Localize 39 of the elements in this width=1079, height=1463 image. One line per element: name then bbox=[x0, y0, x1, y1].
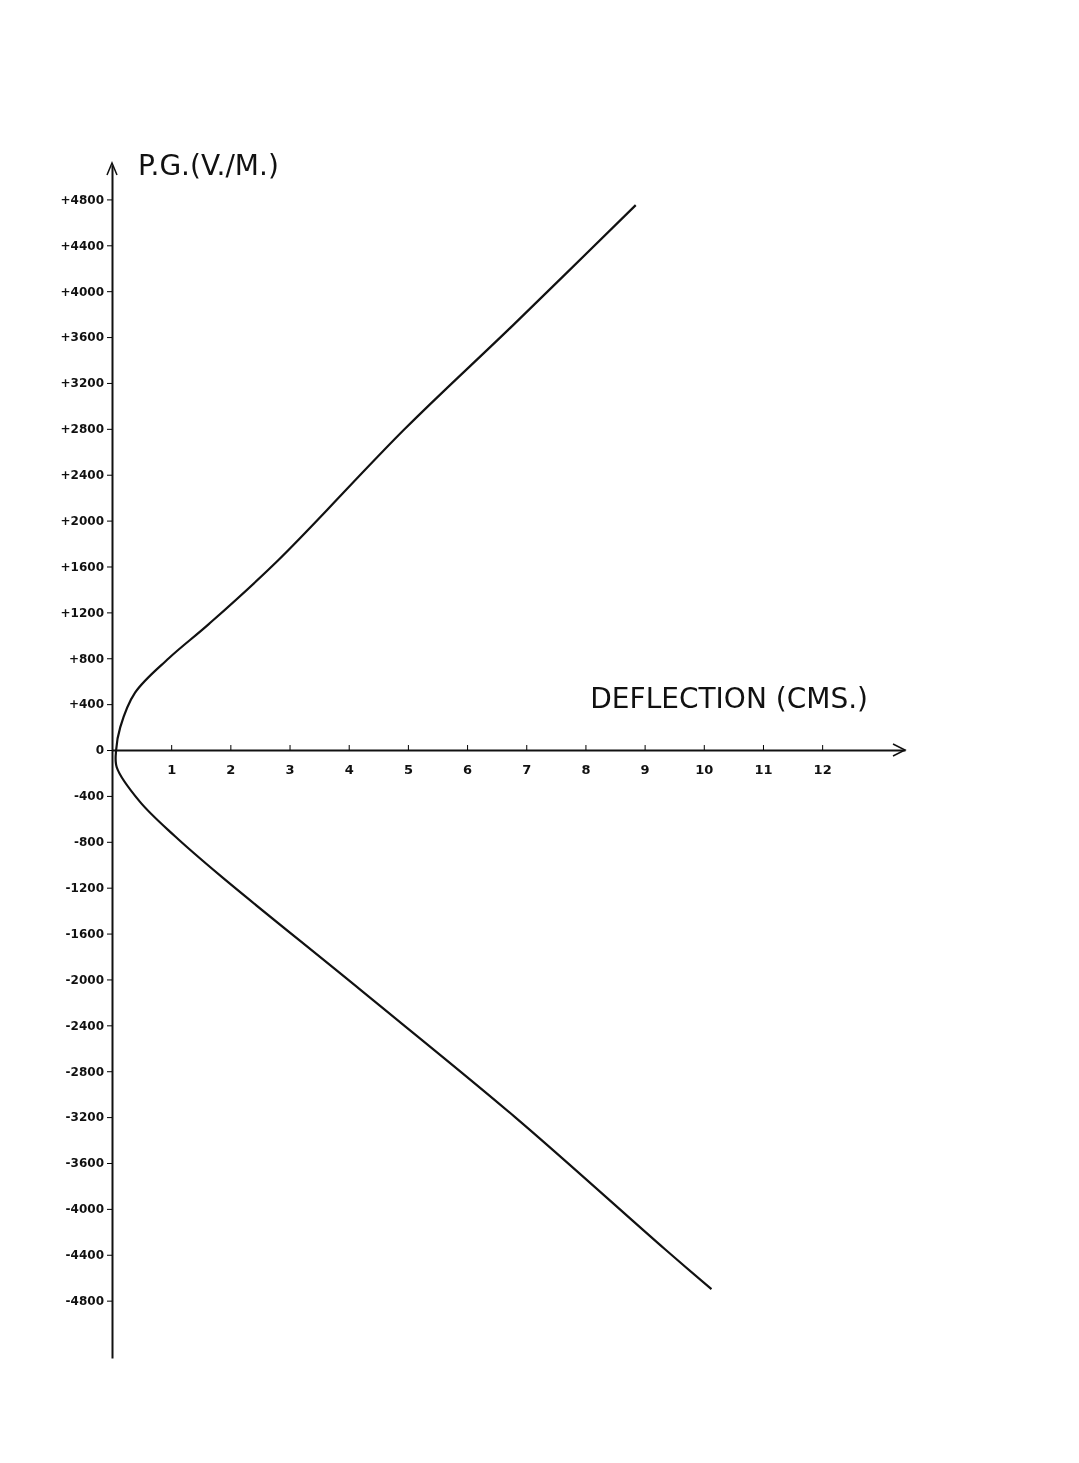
y-tick-label: 0 bbox=[95, 743, 104, 758]
y-tick-label: -4800 bbox=[65, 1293, 104, 1308]
x-tick-label: 7 bbox=[522, 761, 532, 777]
y-tick-label: +3200 bbox=[60, 376, 104, 391]
y-tick-label: -3200 bbox=[65, 1110, 104, 1125]
y-tick-label: +4400 bbox=[60, 238, 104, 253]
y-tick-label: +2000 bbox=[60, 513, 104, 528]
y-tick-label: -4400 bbox=[65, 1248, 104, 1263]
x-tick-label: 4 bbox=[344, 761, 354, 777]
y-tick-label: -3600 bbox=[65, 1156, 104, 1171]
x-tick-label: 10 bbox=[695, 761, 714, 777]
y-tick-label: +3600 bbox=[60, 330, 104, 345]
x-axis-title: DEFLECTION (CMS.) bbox=[590, 682, 868, 715]
y-axis-title: P.G.(V./M.) bbox=[138, 149, 279, 182]
x-tick-label: 3 bbox=[285, 761, 295, 777]
y-tick-label: -2800 bbox=[65, 1064, 104, 1079]
y-tick-label: -2400 bbox=[65, 1018, 104, 1033]
x-tick-label: 2 bbox=[226, 761, 236, 777]
y-tick-label: +2800 bbox=[60, 422, 104, 437]
y-tick-label: +1200 bbox=[60, 605, 104, 620]
x-tick-label: 1 bbox=[167, 761, 177, 777]
y-tick-label: -400 bbox=[73, 789, 104, 804]
y-tick-label: +4000 bbox=[60, 284, 104, 299]
x-tick-label: 12 bbox=[813, 761, 832, 777]
y-tick-label: -1200 bbox=[65, 881, 104, 896]
y-tick-label: +400 bbox=[68, 697, 104, 712]
x-tick-label: 6 bbox=[463, 761, 473, 777]
y-tick-label: +4800 bbox=[60, 192, 104, 207]
y-tick-label: -800 bbox=[73, 835, 104, 850]
x-tick-label: 9 bbox=[640, 761, 650, 777]
y-tick-label: -4000 bbox=[65, 1202, 104, 1217]
x-tick-label: 11 bbox=[754, 761, 773, 777]
y-tick-label: -2000 bbox=[65, 972, 104, 987]
x-tick-label: 8 bbox=[581, 761, 591, 777]
y-tick-label: +2400 bbox=[60, 468, 104, 483]
y-tick-label: -1600 bbox=[65, 926, 104, 941]
y-tick-label: +1600 bbox=[60, 559, 104, 574]
y-tick-label: +800 bbox=[68, 651, 104, 666]
x-tick-label: 5 bbox=[403, 761, 413, 777]
